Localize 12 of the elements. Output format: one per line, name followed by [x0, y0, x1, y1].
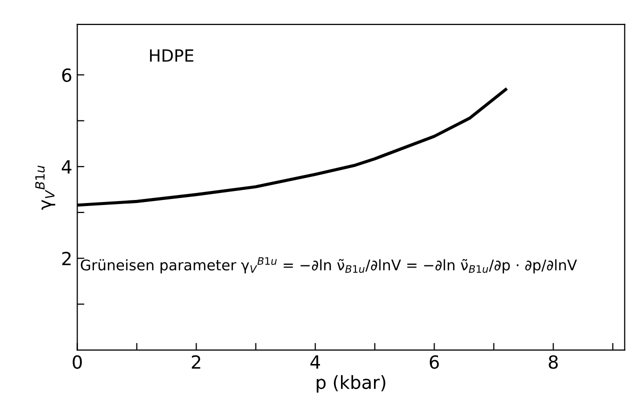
- y-tick-label: 2: [62, 252, 71, 266]
- x-axis-title: p (kbar): [316, 375, 386, 393]
- annotation: Grüneisen parameter γ$_{V}$$^{B1u}$ = −∂ln ν̃$_{B1u}$/∂lnV = −∂ln ν̃$_{B1u}$/∂p · ∂p/∂lnV: [80, 257, 577, 274]
- y-axis-title: γ$_{V}$$^{B1u}$: [35, 166, 56, 210]
- annotation: HDPE: [150, 49, 194, 62]
- x-tick-label: 8: [548, 355, 558, 369]
- y-tick-label: 4: [62, 160, 72, 174]
- x-tick-label: 0: [72, 355, 82, 369]
- y-tick-label: 6: [62, 68, 72, 82]
- x-tick-label: 6: [430, 355, 439, 369]
- x-tick-label: 2: [192, 355, 200, 369]
- x-tick-label: 4: [310, 355, 320, 369]
